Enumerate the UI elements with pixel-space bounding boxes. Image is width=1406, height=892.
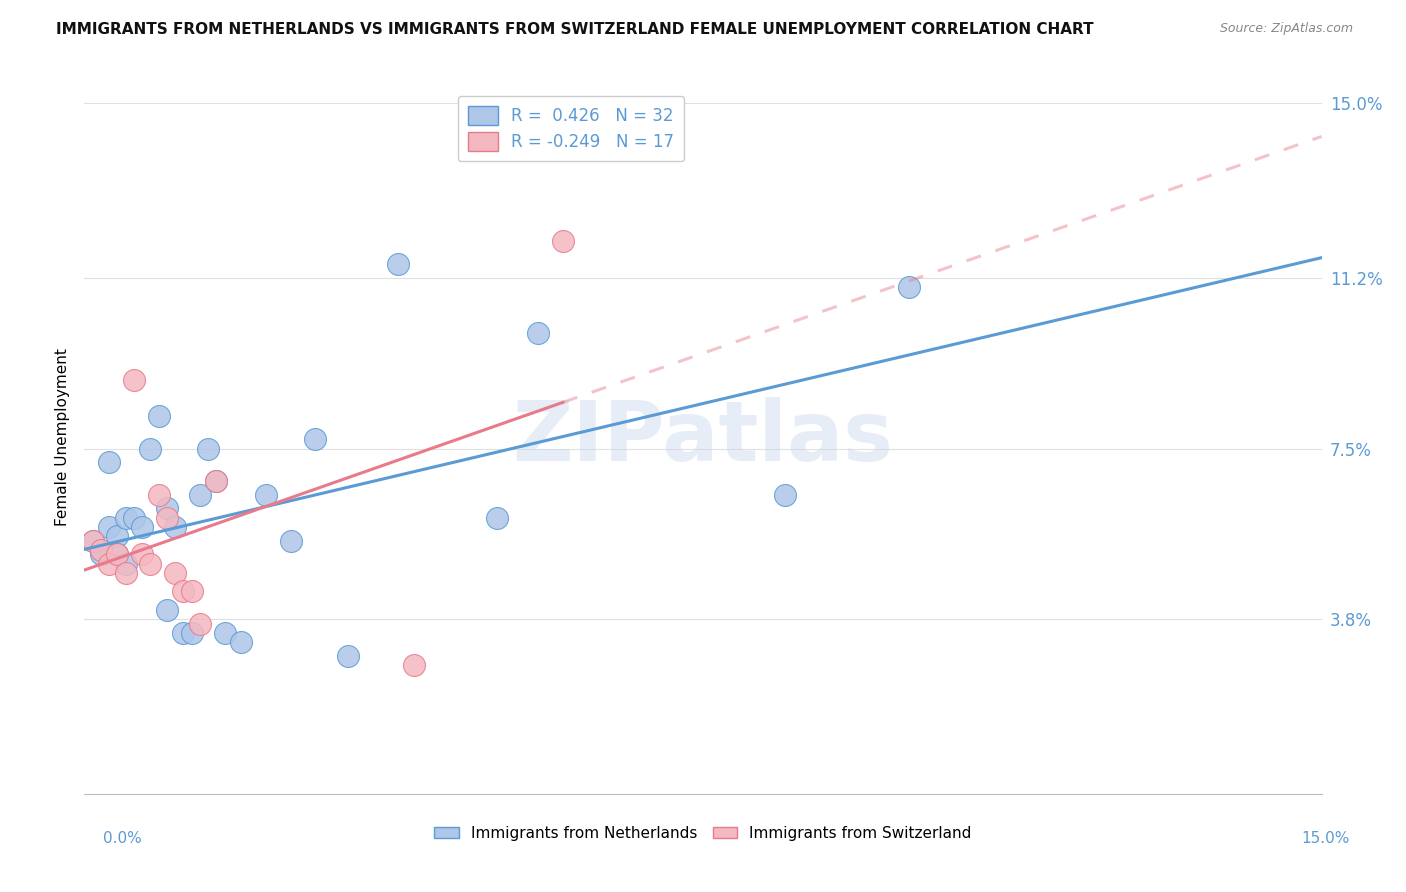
Point bbox=[165, 520, 187, 534]
Point bbox=[775, 488, 797, 502]
Point bbox=[139, 442, 162, 456]
Point bbox=[114, 557, 136, 571]
Point bbox=[527, 326, 550, 341]
Point bbox=[98, 455, 121, 469]
Text: IMMIGRANTS FROM NETHERLANDS VS IMMIGRANTS FROM SWITZERLAND FEMALE UNEMPLOYMENT C: IMMIGRANTS FROM NETHERLANDS VS IMMIGRANT… bbox=[56, 22, 1094, 37]
Point bbox=[197, 442, 219, 456]
Point bbox=[148, 409, 170, 424]
Point bbox=[180, 584, 202, 599]
Point bbox=[404, 657, 426, 672]
Point bbox=[82, 533, 104, 548]
Point bbox=[82, 533, 104, 548]
Point bbox=[98, 520, 121, 534]
Point bbox=[229, 635, 252, 649]
Point bbox=[214, 625, 236, 640]
Text: 15.0%: 15.0% bbox=[1302, 831, 1350, 847]
Point bbox=[337, 648, 360, 663]
Point bbox=[172, 584, 194, 599]
Point bbox=[98, 557, 121, 571]
Point bbox=[156, 501, 179, 516]
Point bbox=[122, 510, 145, 524]
Point bbox=[105, 548, 128, 562]
Point bbox=[131, 520, 153, 534]
Point bbox=[90, 542, 112, 557]
Point bbox=[105, 548, 128, 562]
Point bbox=[551, 235, 574, 249]
Point bbox=[114, 510, 136, 524]
Point bbox=[90, 542, 112, 557]
Point bbox=[387, 257, 409, 271]
Text: ZIPatlas: ZIPatlas bbox=[513, 397, 893, 477]
Point bbox=[205, 474, 228, 488]
Point bbox=[304, 433, 326, 447]
Point bbox=[898, 280, 921, 294]
Point bbox=[156, 510, 179, 524]
Point bbox=[205, 474, 228, 488]
Point bbox=[180, 625, 202, 640]
Point bbox=[188, 616, 211, 631]
Text: 0.0%: 0.0% bbox=[103, 831, 142, 847]
Point bbox=[105, 529, 128, 543]
Point bbox=[139, 557, 162, 571]
Point bbox=[148, 488, 170, 502]
Point bbox=[165, 566, 187, 580]
Point bbox=[172, 625, 194, 640]
Point bbox=[122, 372, 145, 386]
Point bbox=[90, 548, 112, 562]
Text: Source: ZipAtlas.com: Source: ZipAtlas.com bbox=[1219, 22, 1353, 36]
Point bbox=[254, 488, 277, 502]
Point bbox=[156, 603, 179, 617]
Point bbox=[114, 566, 136, 580]
Point bbox=[188, 488, 211, 502]
Legend: Immigrants from Netherlands, Immigrants from Switzerland: Immigrants from Netherlands, Immigrants … bbox=[429, 820, 977, 847]
Y-axis label: Female Unemployment: Female Unemployment bbox=[55, 348, 70, 526]
Point bbox=[131, 548, 153, 562]
Point bbox=[280, 533, 302, 548]
Point bbox=[485, 510, 508, 524]
